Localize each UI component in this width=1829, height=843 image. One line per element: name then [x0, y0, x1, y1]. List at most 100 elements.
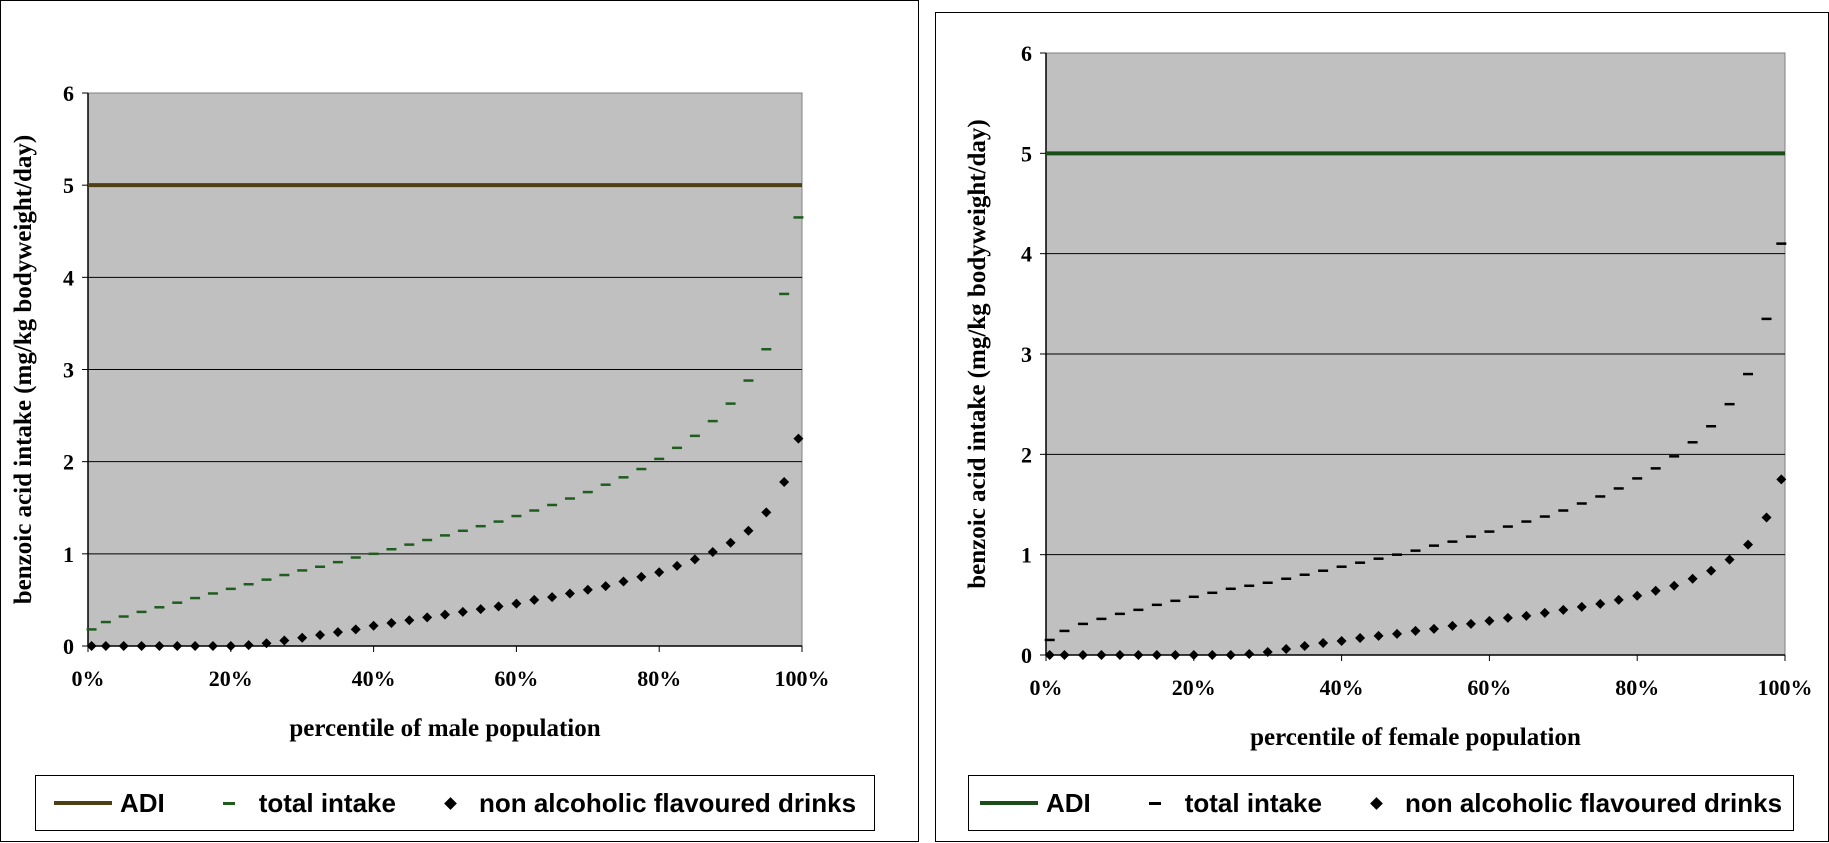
legend-label-drinks: non alcoholic flavoured drinks — [1404, 787, 1783, 818]
x-tick-label: 60% — [494, 666, 538, 691]
drinks-marker — [1595, 598, 1606, 609]
adi-line-swatch — [979, 801, 1038, 805]
legend-item-drinks: non alcoholic flavoured drinks — [424, 788, 856, 819]
drinks-marker — [1632, 590, 1643, 601]
diamond-marker-swatch — [1370, 796, 1383, 810]
x-tick-label: 40% — [352, 666, 396, 691]
x-axis-title: percentile of male population — [289, 715, 600, 742]
drinks-marker — [1044, 650, 1055, 660]
drinks-marker — [1613, 594, 1624, 605]
x-tick-label: 0% — [72, 666, 105, 691]
drinks-marker — [1687, 573, 1698, 584]
drinks-marker — [1465, 618, 1476, 629]
drinks-marker — [261, 638, 272, 649]
drinks-marker — [725, 537, 736, 548]
drinks-marker — [1355, 632, 1366, 643]
drinks-marker — [779, 476, 790, 487]
legend-label-total-intake: total intake — [1184, 787, 1322, 818]
x-tick-label: 0% — [1030, 675, 1063, 700]
legend-item-total-intake: total intake — [1119, 788, 1322, 819]
drinks-marker — [1373, 630, 1384, 641]
y-tick-label: 5 — [1021, 141, 1032, 166]
drinks-marker — [689, 554, 700, 565]
drinks-marker — [1576, 601, 1587, 612]
adi-line-swatch — [53, 801, 112, 805]
drinks-marker — [1170, 650, 1181, 660]
drinks-marker — [315, 629, 326, 640]
drinks-marker — [386, 617, 397, 628]
drinks-marker — [1151, 650, 1162, 660]
y-tick-label: 1 — [63, 542, 74, 567]
drinks-marker — [654, 567, 665, 578]
legend-label-adi: ADI — [1045, 787, 1091, 818]
total-intake-dash-swatch — [222, 801, 235, 805]
x-tick-label: 20% — [209, 666, 253, 691]
x-tick-label: 100% — [775, 666, 830, 691]
drinks-marker — [1558, 604, 1569, 615]
x-tick-label: 100% — [1758, 675, 1813, 700]
drinks-marker — [190, 641, 201, 651]
drinks-marker — [1761, 512, 1772, 523]
drinks-marker — [743, 525, 754, 536]
drinks-marker — [243, 640, 254, 651]
drinks-marker — [100, 641, 111, 651]
drinks-marker — [368, 620, 379, 631]
y-tick-label: 3 — [1021, 342, 1032, 367]
legend-label-adi: ADI — [119, 787, 165, 818]
y-tick-label: 2 — [63, 450, 74, 475]
drinks-marker — [1539, 607, 1550, 618]
y-tick-label: 2 — [1021, 442, 1032, 467]
drinks-marker — [1225, 650, 1236, 660]
y-tick-label: 1 — [1021, 543, 1032, 568]
drinks-marker — [172, 641, 183, 651]
drinks-marker — [793, 433, 804, 444]
drinks-marker — [1114, 650, 1125, 660]
drinks-marker — [1392, 628, 1403, 639]
y-tick-label: 6 — [63, 81, 74, 106]
drinks-marker — [1262, 646, 1273, 657]
drinks-marker — [1743, 539, 1754, 550]
drinks-marker — [350, 624, 361, 635]
x-tick-label: 20% — [1172, 675, 1216, 700]
drinks-marker — [118, 641, 129, 651]
x-tick-label: 60% — [1467, 675, 1511, 700]
drinks-marker — [1059, 650, 1070, 660]
drinks-marker — [279, 635, 290, 646]
drinks-marker — [297, 632, 308, 643]
y-tick-label: 6 — [1021, 41, 1032, 66]
legend-item-adi: ADI — [53, 787, 165, 819]
drinks-marker — [1244, 648, 1255, 659]
drinks-marker — [154, 641, 165, 651]
drinks-marker — [636, 571, 647, 582]
drinks-marker — [529, 594, 540, 605]
y-tick-label: 5 — [63, 173, 74, 198]
drinks-marker — [1428, 623, 1439, 634]
drinks-marker — [564, 588, 575, 599]
drinks-marker — [1299, 640, 1310, 651]
drinks-marker — [457, 606, 468, 617]
total-intake-dash-swatch — [1148, 801, 1161, 805]
x-tick-label: 40% — [1320, 675, 1364, 700]
drinks-marker — [136, 641, 147, 651]
drinks-marker — [1077, 650, 1088, 660]
drinks-marker — [1521, 610, 1532, 621]
y-axis-title: benzoic acid intake (mg/kg bodyweight/da… — [10, 135, 37, 604]
drinks-marker — [547, 592, 558, 603]
drinks-marker — [440, 609, 450, 620]
drinks-marker — [1650, 585, 1661, 596]
drinks-marker — [1484, 615, 1495, 626]
drinks-marker — [761, 507, 772, 518]
legend-item-total-intake: total intake — [193, 788, 396, 819]
y-tick-label: 3 — [63, 358, 74, 383]
drinks-marker — [1336, 635, 1347, 646]
legend-item-adi: ADI — [979, 787, 1091, 819]
y-tick-label: 0 — [1021, 643, 1032, 668]
drinks-marker — [207, 641, 218, 651]
drinks-marker — [225, 641, 236, 651]
x-tick-label: 80% — [637, 666, 681, 691]
drinks-marker — [1188, 650, 1199, 660]
drinks-marker — [1669, 580, 1680, 591]
drinks-marker — [618, 576, 629, 587]
